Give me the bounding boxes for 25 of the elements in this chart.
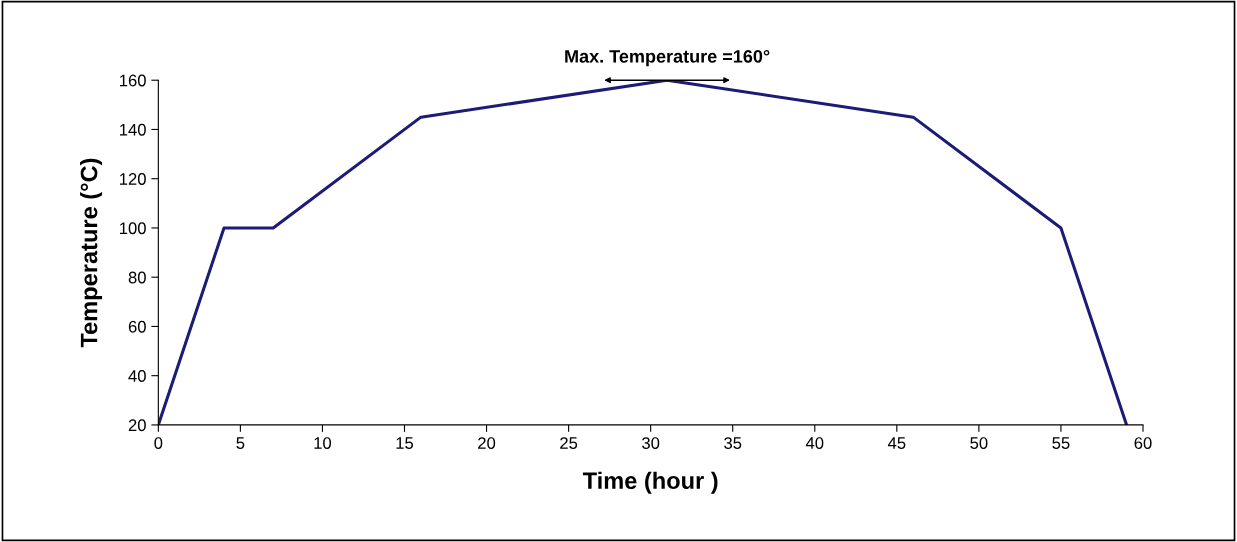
y-axis-title: Temperature (°C)	[80, 158, 103, 348]
x-tick-label: 10	[314, 437, 332, 449]
x-tick-label: 15	[396, 437, 414, 449]
x-tick-label: 30	[642, 437, 660, 449]
x-tick-label: 25	[560, 437, 578, 449]
x-tick-label: 20	[478, 437, 496, 449]
line-series	[158, 80, 1129, 425]
y-tick-label: 160	[120, 74, 146, 87]
x-tick-label: 35	[724, 437, 742, 449]
y-tick-label: 80	[128, 271, 146, 284]
x-axis-title: Time (hour )	[582, 471, 718, 494]
x-tick-label: 60	[1134, 437, 1152, 449]
y-tick-label: 140	[120, 123, 146, 136]
x-tick-label: 45	[887, 437, 906, 449]
annotation: Max. Temperature =160°	[565, 49, 770, 67]
x-tick-label: 50	[970, 437, 988, 449]
y-tick-label: 40	[128, 370, 146, 382]
x-tick-label: 55	[1052, 437, 1070, 449]
y-tick-label: 20	[128, 419, 146, 432]
x-tick-label: 40	[805, 437, 824, 449]
x-tick-label: 0	[154, 437, 163, 449]
y-tick-label: 120	[120, 173, 146, 185]
y-tick-label: 100	[120, 222, 146, 235]
x-tick-label: 5	[236, 437, 245, 449]
y-tick-label: 60	[128, 320, 146, 333]
